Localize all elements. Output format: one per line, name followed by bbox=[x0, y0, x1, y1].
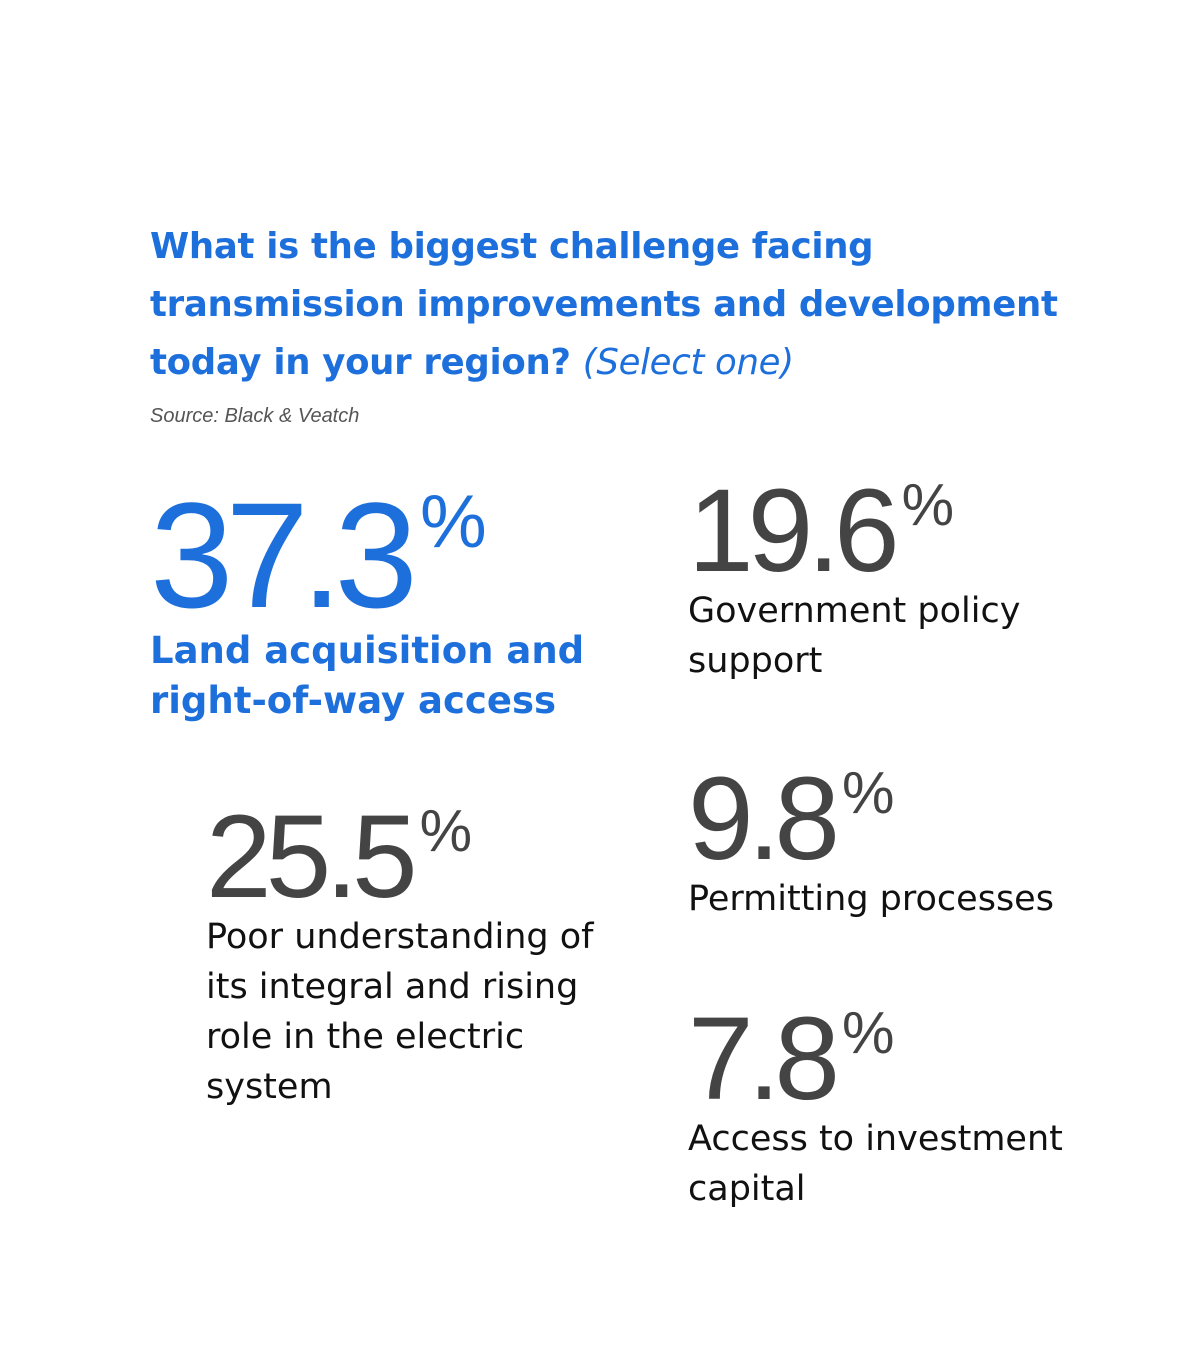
stat-land-acquisition: 37.3% Land acquisition and right-of-way … bbox=[150, 480, 620, 726]
stat-value: 37.3% bbox=[150, 480, 620, 630]
stat-permitting: 9.8% Permitting processes bbox=[688, 760, 1108, 924]
stat-value: 25.5% bbox=[206, 798, 626, 916]
percent-sign: % bbox=[901, 472, 955, 538]
stat-value: 9.8% bbox=[688, 760, 1108, 878]
stat-number: 9.8 bbox=[688, 753, 840, 885]
stat-number: 7.8 bbox=[688, 993, 840, 1125]
stat-investment-capital: 7.8% Access to investment capital bbox=[688, 1000, 1108, 1214]
stat-number: 25.5 bbox=[206, 791, 418, 923]
source-note: Source: Black & Veatch bbox=[150, 405, 360, 427]
stat-government-policy: 19.6% Government policy support bbox=[688, 472, 1108, 686]
stat-label: Government policy support bbox=[688, 591, 1021, 681]
percent-sign: % bbox=[419, 798, 473, 864]
stat-label: Permitting processes bbox=[688, 879, 1054, 919]
stat-number: 37.3 bbox=[150, 471, 418, 639]
stat-value: 19.6% bbox=[688, 472, 1108, 590]
stat-value: 7.8% bbox=[688, 1000, 1108, 1118]
page-title: What is the biggest challenge facing tra… bbox=[150, 218, 1110, 392]
stat-number: 19.6 bbox=[688, 465, 900, 597]
stat-label: Poor understanding of its integral and r… bbox=[206, 917, 594, 1107]
title-qualifier: (Select one) bbox=[582, 342, 794, 383]
stat-label: Land acquisition and right-of-way access bbox=[150, 629, 585, 722]
stat-poor-understanding: 25.5% Poor understanding of its integral… bbox=[206, 798, 626, 1112]
stat-label: Access to investment capital bbox=[688, 1119, 1063, 1209]
percent-sign: % bbox=[842, 760, 895, 826]
title-question: What is the biggest challenge facing tra… bbox=[150, 226, 1058, 383]
percent-sign: % bbox=[419, 479, 487, 563]
percent-sign: % bbox=[842, 1000, 895, 1066]
